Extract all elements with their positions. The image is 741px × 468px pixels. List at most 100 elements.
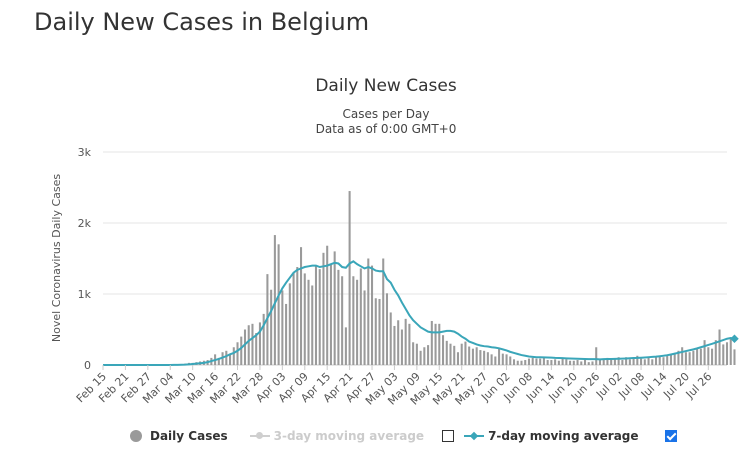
bar <box>430 320 433 365</box>
grid <box>103 151 727 366</box>
bar <box>572 360 575 365</box>
bar <box>318 269 321 365</box>
bar <box>636 355 639 365</box>
bar <box>389 312 392 365</box>
bar <box>273 235 276 365</box>
bar <box>251 323 254 365</box>
bar <box>356 279 359 365</box>
bar <box>707 347 710 365</box>
bar <box>468 346 471 365</box>
bar <box>494 356 497 365</box>
bar <box>232 347 235 365</box>
bar <box>733 349 736 365</box>
bar <box>512 359 516 365</box>
bar <box>277 244 280 365</box>
legend-7day[interactable]: 7-day moving average <box>464 429 639 443</box>
bar <box>281 290 284 365</box>
bar <box>681 347 684 365</box>
y-axis-label: Novel Coronavirus Daily Cases <box>50 174 63 342</box>
bar <box>341 276 344 365</box>
bar <box>258 322 261 365</box>
bar <box>262 313 265 365</box>
legend-3day[interactable]: 3-day moving average <box>249 429 424 443</box>
bar <box>378 298 381 365</box>
legend: Daily Cases 3-day moving average 7-day m… <box>130 424 687 448</box>
bar <box>243 329 247 365</box>
bar <box>292 272 295 365</box>
bar <box>703 340 706 365</box>
bar <box>565 359 568 365</box>
bar <box>595 347 598 365</box>
y-tick-label: 3k <box>78 146 92 159</box>
chart-subtitle: Cases per Day <box>343 107 430 121</box>
bar <box>412 342 415 365</box>
bar <box>333 251 336 365</box>
bar <box>677 350 680 365</box>
bar <box>576 360 579 365</box>
bar <box>427 345 430 365</box>
seven-day-checkbox[interactable] <box>664 430 677 442</box>
bar <box>229 354 232 365</box>
legend-daily-cases[interactable]: Daily Cases <box>130 429 228 443</box>
bar <box>550 360 553 365</box>
y-tick-label: 0 <box>84 359 91 372</box>
bar <box>569 360 572 365</box>
bar <box>486 352 489 365</box>
bar <box>449 343 452 365</box>
bar <box>303 273 306 365</box>
bar <box>520 360 523 365</box>
bar <box>326 245 329 365</box>
bar <box>397 320 400 365</box>
bar <box>374 298 377 365</box>
bar <box>322 252 325 365</box>
bar <box>348 191 351 365</box>
bar <box>617 357 620 365</box>
bar <box>471 348 474 365</box>
bar <box>662 357 665 365</box>
bar <box>247 325 250 365</box>
bar <box>606 357 609 365</box>
bar <box>535 358 538 365</box>
bar <box>524 360 527 365</box>
bar <box>393 325 396 365</box>
line-marker-icon <box>464 430 485 442</box>
bar <box>415 343 418 365</box>
bar <box>490 354 493 365</box>
bar <box>531 357 534 365</box>
bar <box>483 350 486 365</box>
bar <box>300 247 303 365</box>
bar <box>628 359 631 365</box>
bar <box>651 359 654 365</box>
bar <box>714 340 717 365</box>
bar <box>385 293 389 365</box>
bar <box>270 289 273 365</box>
bar <box>561 358 564 365</box>
bar <box>314 265 318 365</box>
bar <box>464 341 467 365</box>
bar <box>442 335 445 365</box>
bar <box>225 350 228 365</box>
bar <box>255 333 258 365</box>
seven-day-average-point <box>730 334 739 343</box>
three-day-checkbox[interactable] <box>442 430 455 442</box>
bar <box>329 264 332 365</box>
bar <box>654 357 658 365</box>
bar <box>554 359 557 365</box>
bar <box>632 357 635 365</box>
bar <box>423 347 426 365</box>
bars <box>169 191 736 365</box>
bar <box>367 258 370 365</box>
bar <box>587 362 590 365</box>
bar <box>516 360 519 365</box>
bar <box>621 360 624 365</box>
bar <box>438 323 441 365</box>
bar <box>501 353 504 365</box>
bar <box>610 359 613 365</box>
bar <box>673 354 676 365</box>
bar <box>285 303 288 365</box>
bar <box>408 323 411 365</box>
moving-average <box>103 260 739 366</box>
bar <box>688 352 691 365</box>
